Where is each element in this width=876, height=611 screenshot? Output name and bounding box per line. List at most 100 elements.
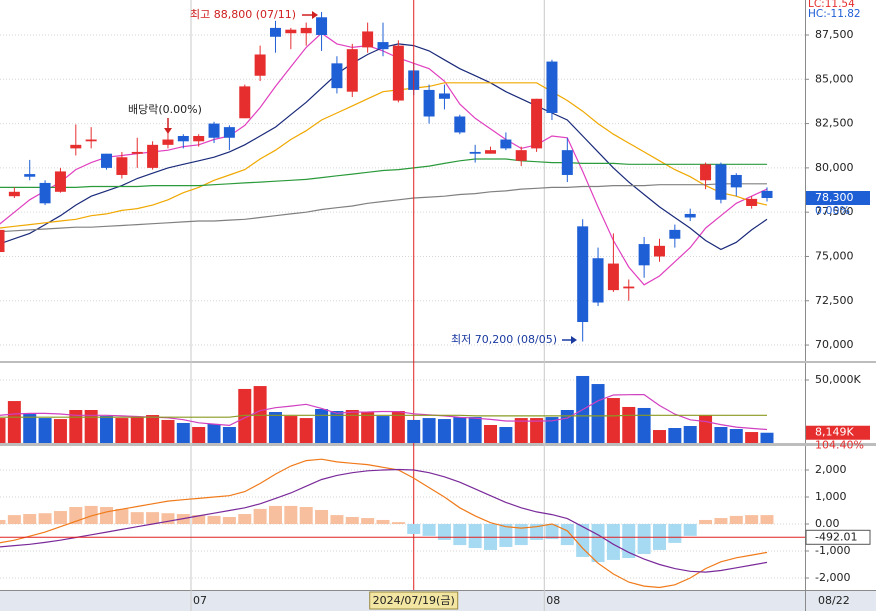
bar xyxy=(299,418,313,443)
bar xyxy=(545,417,559,443)
bar xyxy=(53,419,67,443)
candle-body xyxy=(39,182,51,204)
bar xyxy=(222,427,236,443)
cursor-date-label: 2024/07/19(금) xyxy=(373,594,455,607)
hc-label: HC:-11.82 xyxy=(808,8,861,20)
y-tick-label: 50,000K xyxy=(815,373,861,386)
y-tick-label: 75,000 xyxy=(815,249,854,262)
candle-body xyxy=(623,286,635,289)
bar xyxy=(192,515,206,525)
candle-body xyxy=(561,150,573,175)
candle-body xyxy=(485,150,497,154)
bar xyxy=(330,411,344,443)
bar xyxy=(745,432,759,443)
dividend-annotation: 배당락(0.00%) xyxy=(128,103,202,116)
bar xyxy=(284,416,298,443)
bar xyxy=(453,417,467,443)
y-tick-label: 80,000 xyxy=(815,161,854,174)
bar xyxy=(637,407,651,443)
low-annotation: 최저 70,200 (08/05) xyxy=(451,333,557,346)
high-annotation: 최고 88,800 (07/11) xyxy=(190,8,296,21)
last-volume-box xyxy=(806,425,870,440)
bar xyxy=(100,416,114,443)
candle-body xyxy=(362,31,374,48)
candle-body xyxy=(746,198,758,206)
low-arrow-head xyxy=(571,336,577,344)
candle-body xyxy=(269,27,281,37)
candle-body xyxy=(438,93,450,99)
candle-body xyxy=(0,229,5,253)
bar xyxy=(530,418,544,443)
bar xyxy=(514,524,528,546)
candle-body xyxy=(116,157,128,175)
bar xyxy=(130,512,144,525)
bar xyxy=(468,417,482,443)
bar xyxy=(345,409,359,443)
bar xyxy=(422,524,436,536)
candle-body xyxy=(285,29,297,34)
y-tick-label: 77,500 xyxy=(815,205,854,218)
last-price-box xyxy=(806,190,870,205)
line-series xyxy=(0,468,768,573)
bar xyxy=(453,524,467,546)
bar xyxy=(683,425,697,443)
change-label: 0.00% xyxy=(815,204,850,217)
line-series xyxy=(0,414,767,418)
candle-body xyxy=(70,144,82,149)
bar xyxy=(192,427,206,443)
candle-body xyxy=(730,174,742,188)
bar xyxy=(222,516,236,525)
candle-body xyxy=(684,213,696,218)
bar xyxy=(315,509,329,525)
candle-body xyxy=(177,135,189,142)
bar xyxy=(484,424,498,443)
bar xyxy=(0,418,6,443)
bar xyxy=(100,506,114,525)
bar xyxy=(760,515,774,525)
bar xyxy=(591,524,605,563)
bar xyxy=(606,524,620,560)
line-series xyxy=(0,458,768,589)
bar xyxy=(38,418,52,443)
last-date-label: 08/22 xyxy=(818,594,850,607)
y-tick-label: 82,500 xyxy=(815,117,854,130)
x-tick-label: 08 xyxy=(546,594,560,607)
bar xyxy=(253,386,267,443)
bar xyxy=(161,513,175,525)
bar xyxy=(146,415,160,443)
candle-body xyxy=(653,245,665,257)
bar xyxy=(238,514,252,525)
bar xyxy=(268,505,282,525)
y-tick-label: -1,000 xyxy=(815,544,850,557)
bar xyxy=(699,519,713,525)
high-arrow-head xyxy=(312,11,318,19)
candle-body xyxy=(761,190,773,198)
bar xyxy=(560,524,574,546)
bar xyxy=(315,408,329,443)
candle-body xyxy=(147,144,159,168)
candle-body xyxy=(331,63,343,89)
bar xyxy=(637,524,651,554)
bar xyxy=(176,422,190,443)
bar xyxy=(7,401,21,443)
bar xyxy=(668,428,682,443)
lc-label: LC:11.54 xyxy=(808,0,855,10)
candle-body xyxy=(592,258,604,303)
candle-body xyxy=(239,86,251,119)
bar xyxy=(407,419,421,443)
candle-body xyxy=(24,174,36,177)
y-tick-label: 85,000 xyxy=(815,72,854,85)
bar xyxy=(514,418,528,443)
volume-ratio-label: 104.40% xyxy=(815,439,864,452)
bar xyxy=(84,505,98,525)
bar xyxy=(407,524,421,534)
x-tick-label: 07 xyxy=(193,594,207,607)
line-series xyxy=(0,158,767,188)
bar xyxy=(53,511,67,525)
candle-body xyxy=(454,116,466,133)
bar xyxy=(760,432,774,443)
bar xyxy=(0,519,6,525)
panel-separator xyxy=(0,443,876,446)
